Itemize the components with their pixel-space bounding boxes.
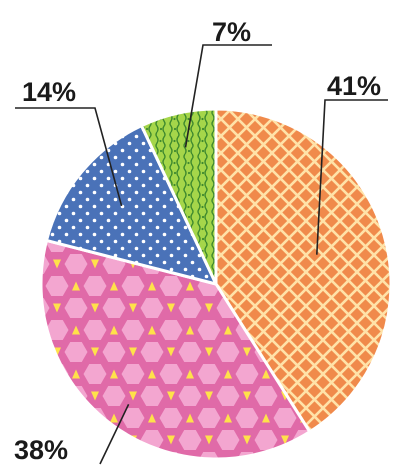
- leader-line-14: [15, 107, 123, 207]
- leader-line-7: [184, 44, 272, 148]
- leader-line-41: [316, 99, 388, 255]
- slice-label-7: 7%: [212, 17, 251, 47]
- slice-label-38: 38%: [14, 435, 68, 465]
- pie-slice-7: [139, 107, 218, 286]
- slice-label-14: 14%: [22, 77, 76, 107]
- leader-line-38: [99, 403, 130, 465]
- pie-slice-38: [39, 238, 312, 461]
- pie-slice-14: [45, 124, 218, 286]
- slice-label-41: 41%: [327, 71, 381, 101]
